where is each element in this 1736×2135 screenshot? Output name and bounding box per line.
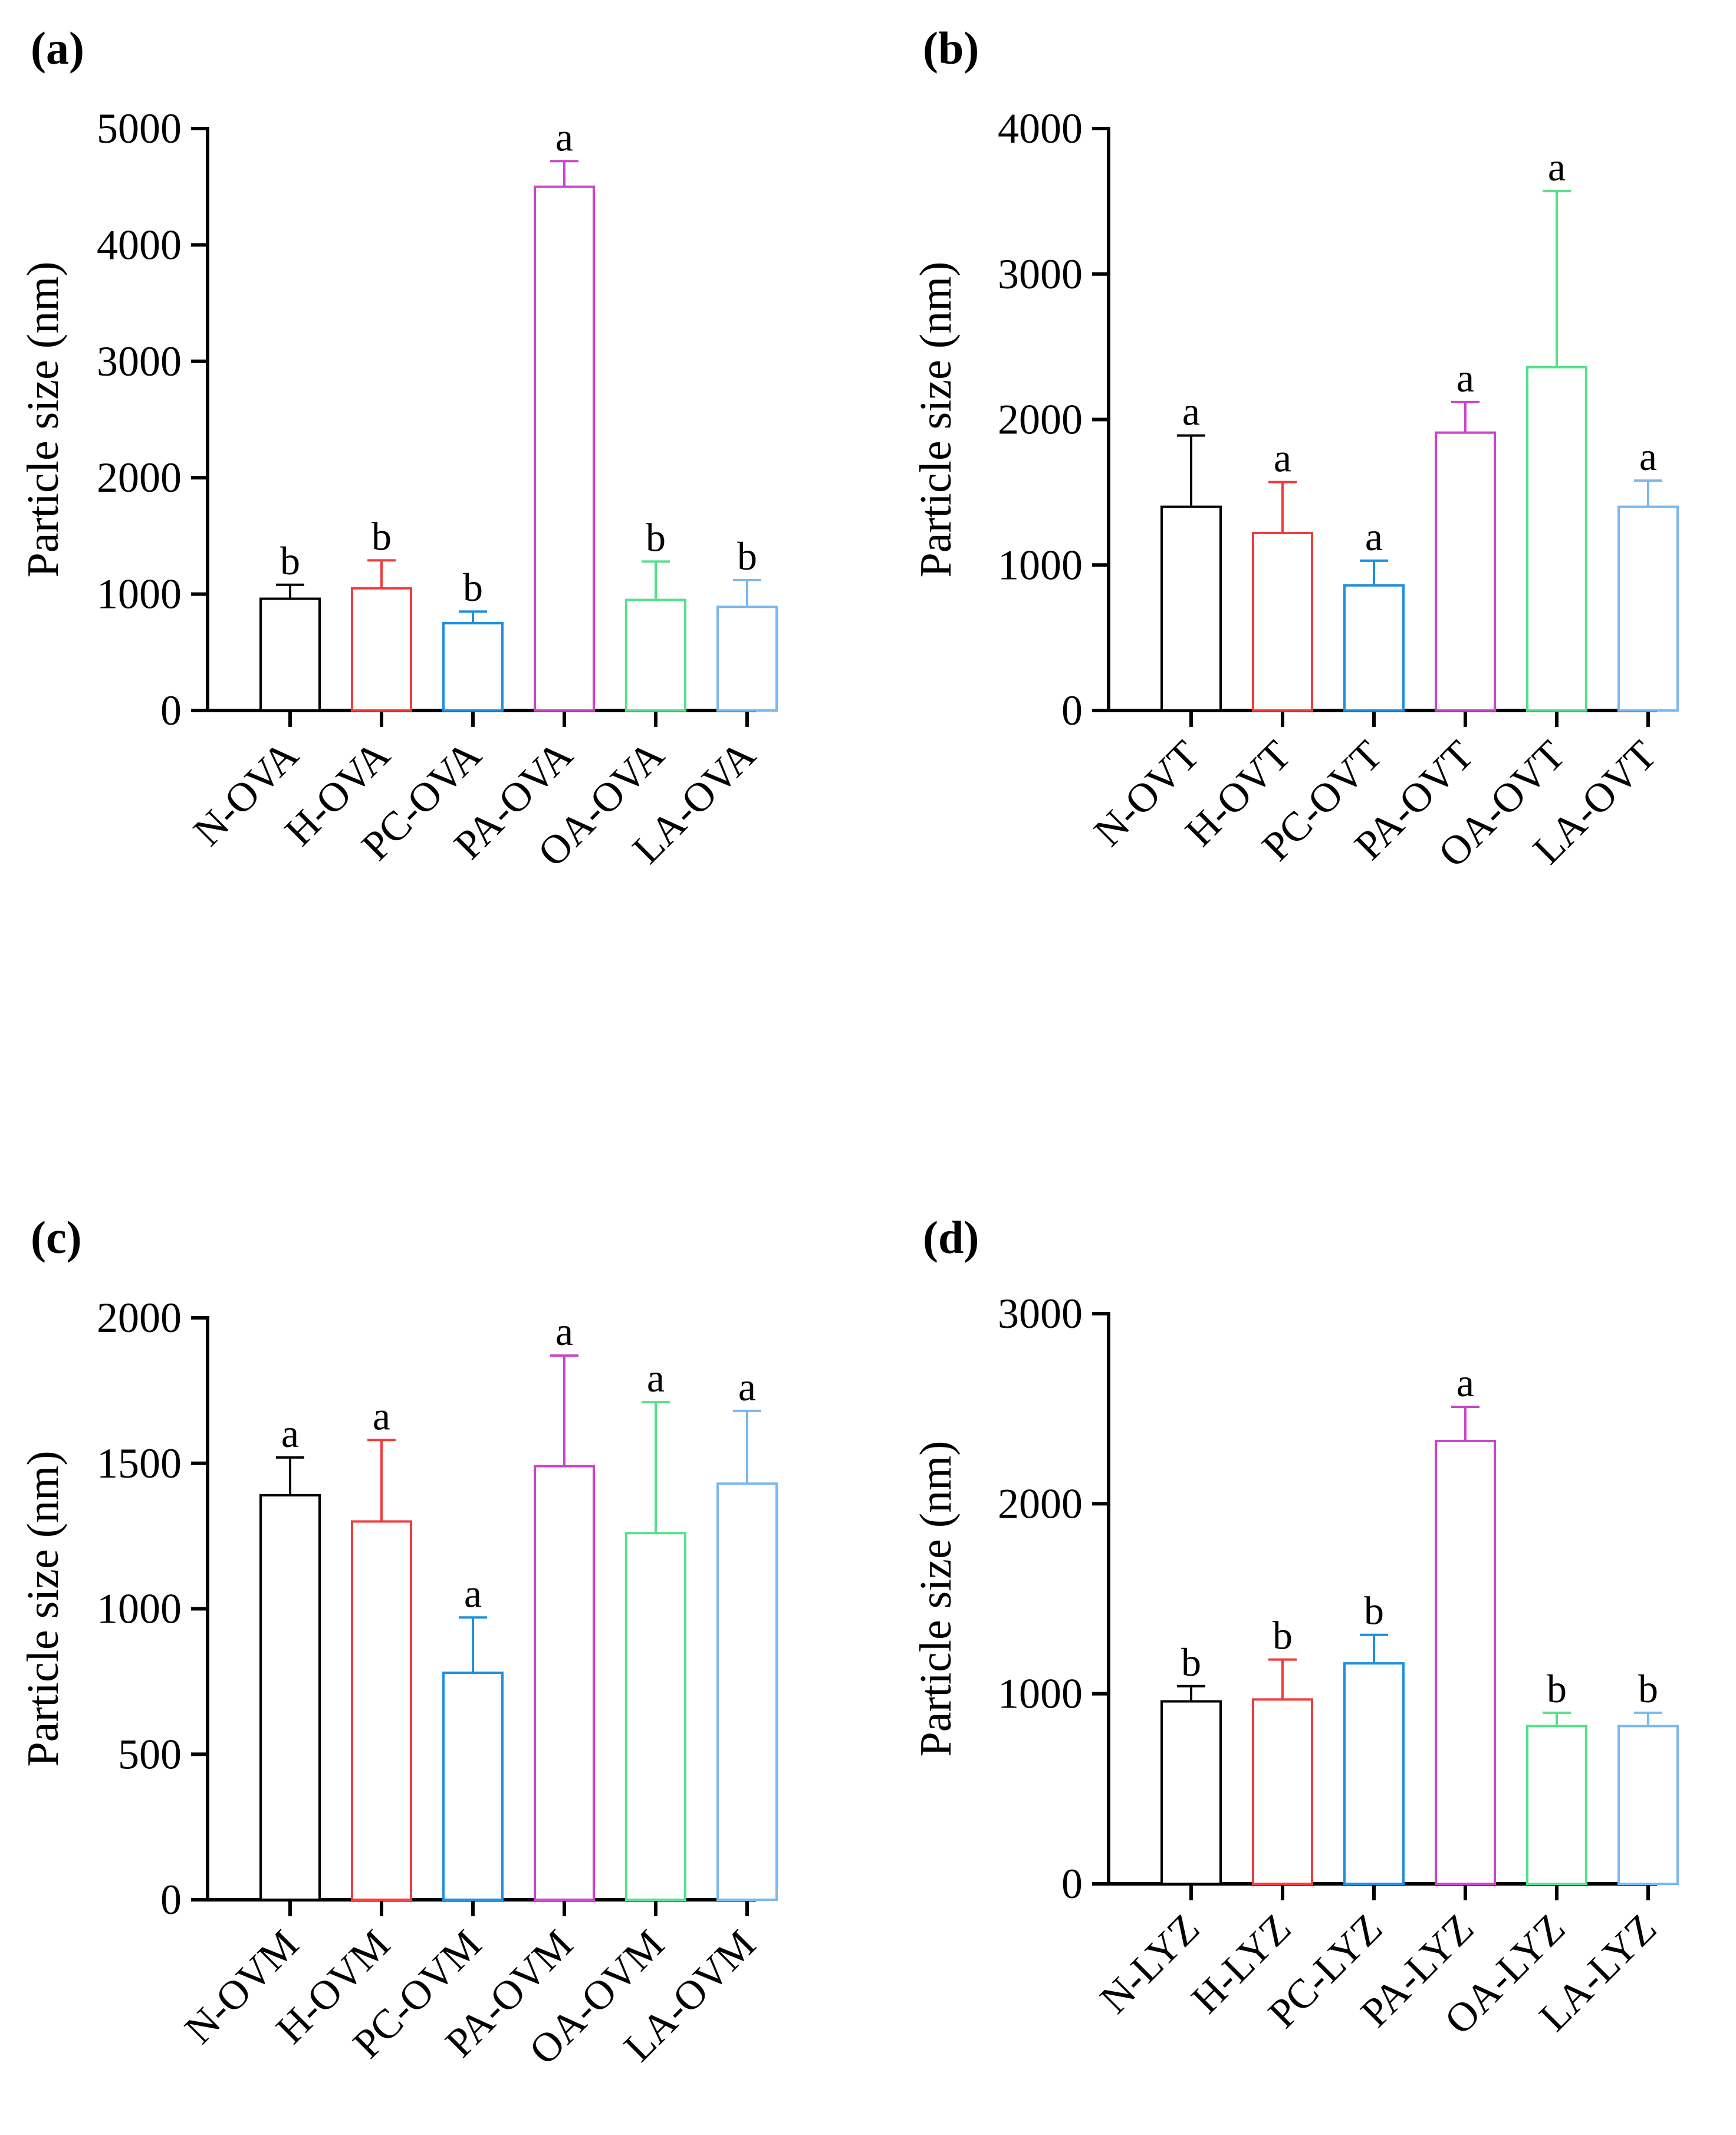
- y-axis-title: Particle size (nm): [18, 1450, 68, 1766]
- bar-oa-ova: [625, 598, 686, 712]
- x-category-label: N-LYZ: [1091, 1906, 1208, 2022]
- bar-pc-ova: [442, 621, 504, 712]
- y-tick-label: 3000: [998, 251, 1083, 298]
- y-tick-label: 0: [160, 687, 182, 734]
- panel-letter: (b): [923, 22, 979, 74]
- significance-label: b: [1638, 1666, 1658, 1711]
- bar-pa-ova: [534, 185, 595, 712]
- y-axis-title: Particle size (nm): [18, 261, 68, 577]
- y-axis-title: Particle size (nm): [911, 1440, 961, 1756]
- significance-label: a: [1548, 144, 1566, 189]
- significance-label: b: [1273, 1613, 1293, 1658]
- y-tick-label: 1000: [97, 1585, 182, 1633]
- panel-a: (a) Particle size (nm) 0 1000 2000 3000 4000 50…: [18, 22, 778, 876]
- y-tick-label: 3000: [97, 338, 182, 385]
- panel-letter: (a): [31, 22, 84, 74]
- panel-b: (b)Particle size (nm)01000200030004000aN…: [911, 22, 1679, 876]
- bar-n-ova: [259, 597, 321, 712]
- significance-label: a: [738, 1364, 756, 1409]
- significance-label: a: [1639, 434, 1657, 479]
- significance-label: b: [1181, 1640, 1201, 1685]
- significance-label: b: [463, 565, 483, 610]
- bar-pa-lyz: [1435, 1439, 1496, 1886]
- significance-label: b: [280, 538, 300, 583]
- panel-letter: (d): [923, 1212, 979, 1263]
- bar-pc-lyz: [1343, 1662, 1405, 1885]
- bar-pa-ovm: [534, 1465, 595, 1902]
- significance-label: a: [281, 1411, 299, 1456]
- bar-h-ovm: [351, 1520, 412, 1901]
- bar-oa-ovm: [625, 1532, 686, 1901]
- bar-la-ovt: [1617, 505, 1679, 712]
- significance-label: a: [1456, 356, 1474, 400]
- significance-label: a: [1365, 514, 1383, 559]
- y-tick-label: 3000: [998, 1290, 1083, 1337]
- bar-la-lyz: [1617, 1725, 1679, 1886]
- significance-label: a: [1274, 436, 1291, 481]
- bar-la-ovm: [716, 1482, 778, 1901]
- significance-label: a: [555, 1309, 573, 1354]
- significance-label: b: [371, 514, 392, 558]
- bar-oa-lyz: [1526, 1725, 1587, 1886]
- significance-label: b: [737, 534, 757, 578]
- bar-oa-ovt: [1526, 366, 1587, 712]
- bar-pc-ovt: [1343, 584, 1405, 712]
- significance-label: a: [464, 1571, 482, 1616]
- bar-n-ovm: [259, 1494, 321, 1901]
- y-tick-label: 2000: [97, 454, 182, 501]
- bar-h-ovt: [1252, 531, 1313, 712]
- significance-label: a: [555, 114, 573, 159]
- y-tick-label: 4000: [998, 105, 1083, 152]
- y-tick-label: 4000: [97, 221, 182, 268]
- y-tick-label: 1500: [97, 1440, 182, 1487]
- significance-label: a: [647, 1356, 665, 1400]
- y-tick-label: 1000: [998, 541, 1083, 588]
- y-tick-label: 5000: [97, 105, 182, 152]
- significance-label: a: [1456, 1360, 1474, 1405]
- y-tick-label: 0: [1061, 1860, 1083, 1907]
- y-axis-title: Particle size (nm): [911, 261, 961, 577]
- significance-label: b: [1547, 1666, 1567, 1711]
- bar-h-lyz: [1252, 1698, 1313, 1885]
- panel-letter: (c): [31, 1212, 82, 1263]
- y-tick-label: 1000: [97, 571, 182, 618]
- significance-label: a: [1182, 389, 1200, 434]
- panel-c: (c)Particle size (nm)0500100015002000aN-…: [18, 1212, 778, 2074]
- significance-label: a: [373, 1393, 390, 1438]
- significance-label: b: [646, 515, 666, 560]
- y-tick-label: 0: [160, 1876, 182, 1923]
- y-tick-label: 500: [118, 1731, 182, 1778]
- bar-n-lyz: [1160, 1700, 1222, 1886]
- bar-la-ova: [716, 606, 778, 712]
- y-tick-label: 2000: [998, 1480, 1083, 1527]
- panel-d: (d) Particle size (nm) 0 1000 2000 3000 b N-LYZ…: [911, 1212, 1679, 2044]
- bar-n-ovt: [1160, 505, 1222, 712]
- y-tick-label: 0: [1061, 687, 1083, 734]
- significance-label: b: [1364, 1588, 1384, 1633]
- y-tick-label: 1000: [998, 1670, 1083, 1718]
- x-category-label: N-OVA: [185, 732, 308, 855]
- y-tick-label: 2000: [998, 396, 1083, 443]
- bar-h-ova: [351, 587, 412, 712]
- y-tick-label: 2000: [97, 1294, 182, 1341]
- bar-pa-ovt: [1435, 431, 1496, 712]
- bar-pc-ovm: [442, 1672, 504, 1902]
